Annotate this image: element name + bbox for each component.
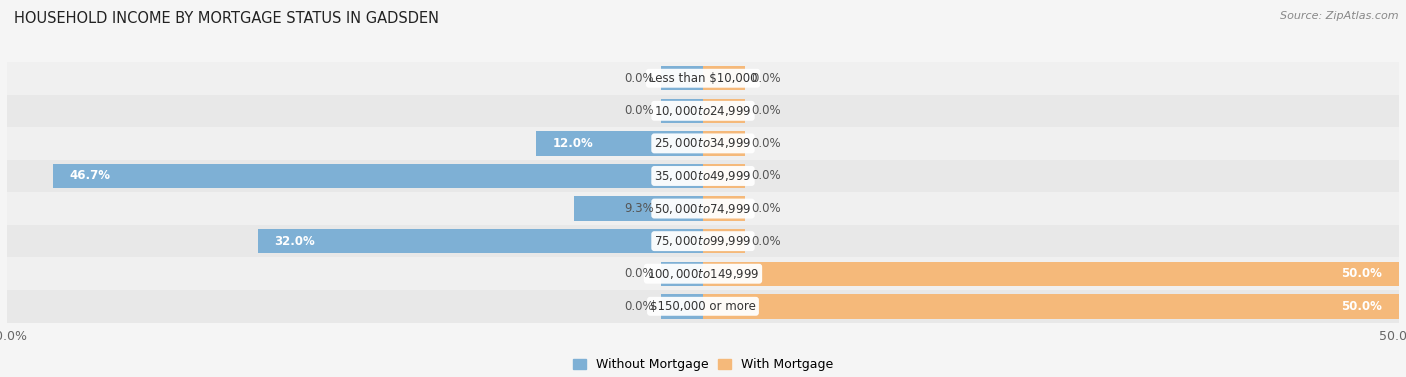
Bar: [7, 127, 1399, 160]
Text: $50,000 to $74,999: $50,000 to $74,999: [654, 202, 752, 216]
Text: 46.7%: 46.7%: [70, 170, 111, 182]
Text: 0.0%: 0.0%: [752, 104, 782, 117]
Text: $10,000 to $24,999: $10,000 to $24,999: [654, 104, 752, 118]
Bar: [7, 257, 1399, 290]
Text: 0.0%: 0.0%: [624, 267, 654, 280]
Text: 9.3%: 9.3%: [624, 202, 654, 215]
Bar: [703, 164, 745, 188]
Bar: [703, 294, 1399, 319]
Text: 0.0%: 0.0%: [752, 72, 782, 85]
Bar: [661, 99, 703, 123]
Bar: [7, 225, 1399, 257]
Bar: [7, 62, 1399, 95]
Bar: [661, 294, 703, 319]
Text: $150,000 or more: $150,000 or more: [650, 300, 756, 313]
Bar: [703, 99, 745, 123]
Text: 12.0%: 12.0%: [553, 137, 593, 150]
Bar: [7, 192, 1399, 225]
Text: $25,000 to $34,999: $25,000 to $34,999: [654, 136, 752, 150]
Text: 0.0%: 0.0%: [624, 300, 654, 313]
Bar: [7, 290, 1399, 323]
Text: $75,000 to $99,999: $75,000 to $99,999: [654, 234, 752, 248]
Text: $35,000 to $49,999: $35,000 to $49,999: [654, 169, 752, 183]
Bar: [703, 262, 1399, 286]
Text: 50.0%: 50.0%: [1341, 300, 1382, 313]
Text: Less than $10,000: Less than $10,000: [648, 72, 758, 85]
Text: $100,000 to $149,999: $100,000 to $149,999: [647, 267, 759, 281]
Text: 0.0%: 0.0%: [752, 234, 782, 248]
Bar: [703, 196, 745, 221]
Text: Source: ZipAtlas.com: Source: ZipAtlas.com: [1281, 11, 1399, 21]
Text: 50.0%: 50.0%: [1341, 267, 1382, 280]
Text: HOUSEHOLD INCOME BY MORTGAGE STATUS IN GADSDEN: HOUSEHOLD INCOME BY MORTGAGE STATUS IN G…: [14, 11, 439, 26]
Bar: [574, 196, 703, 221]
Bar: [53, 164, 703, 188]
Text: 0.0%: 0.0%: [752, 137, 782, 150]
Bar: [661, 262, 703, 286]
Text: 32.0%: 32.0%: [274, 234, 315, 248]
Bar: [257, 229, 703, 253]
Bar: [703, 229, 745, 253]
Text: 0.0%: 0.0%: [752, 202, 782, 215]
Bar: [7, 95, 1399, 127]
Text: 0.0%: 0.0%: [752, 170, 782, 182]
Legend: Without Mortgage, With Mortgage: Without Mortgage, With Mortgage: [568, 353, 838, 376]
Text: 0.0%: 0.0%: [624, 72, 654, 85]
Text: 0.0%: 0.0%: [624, 104, 654, 117]
Bar: [703, 66, 745, 90]
Bar: [7, 160, 1399, 192]
Bar: [703, 131, 745, 156]
Bar: [661, 66, 703, 90]
Bar: [536, 131, 703, 156]
